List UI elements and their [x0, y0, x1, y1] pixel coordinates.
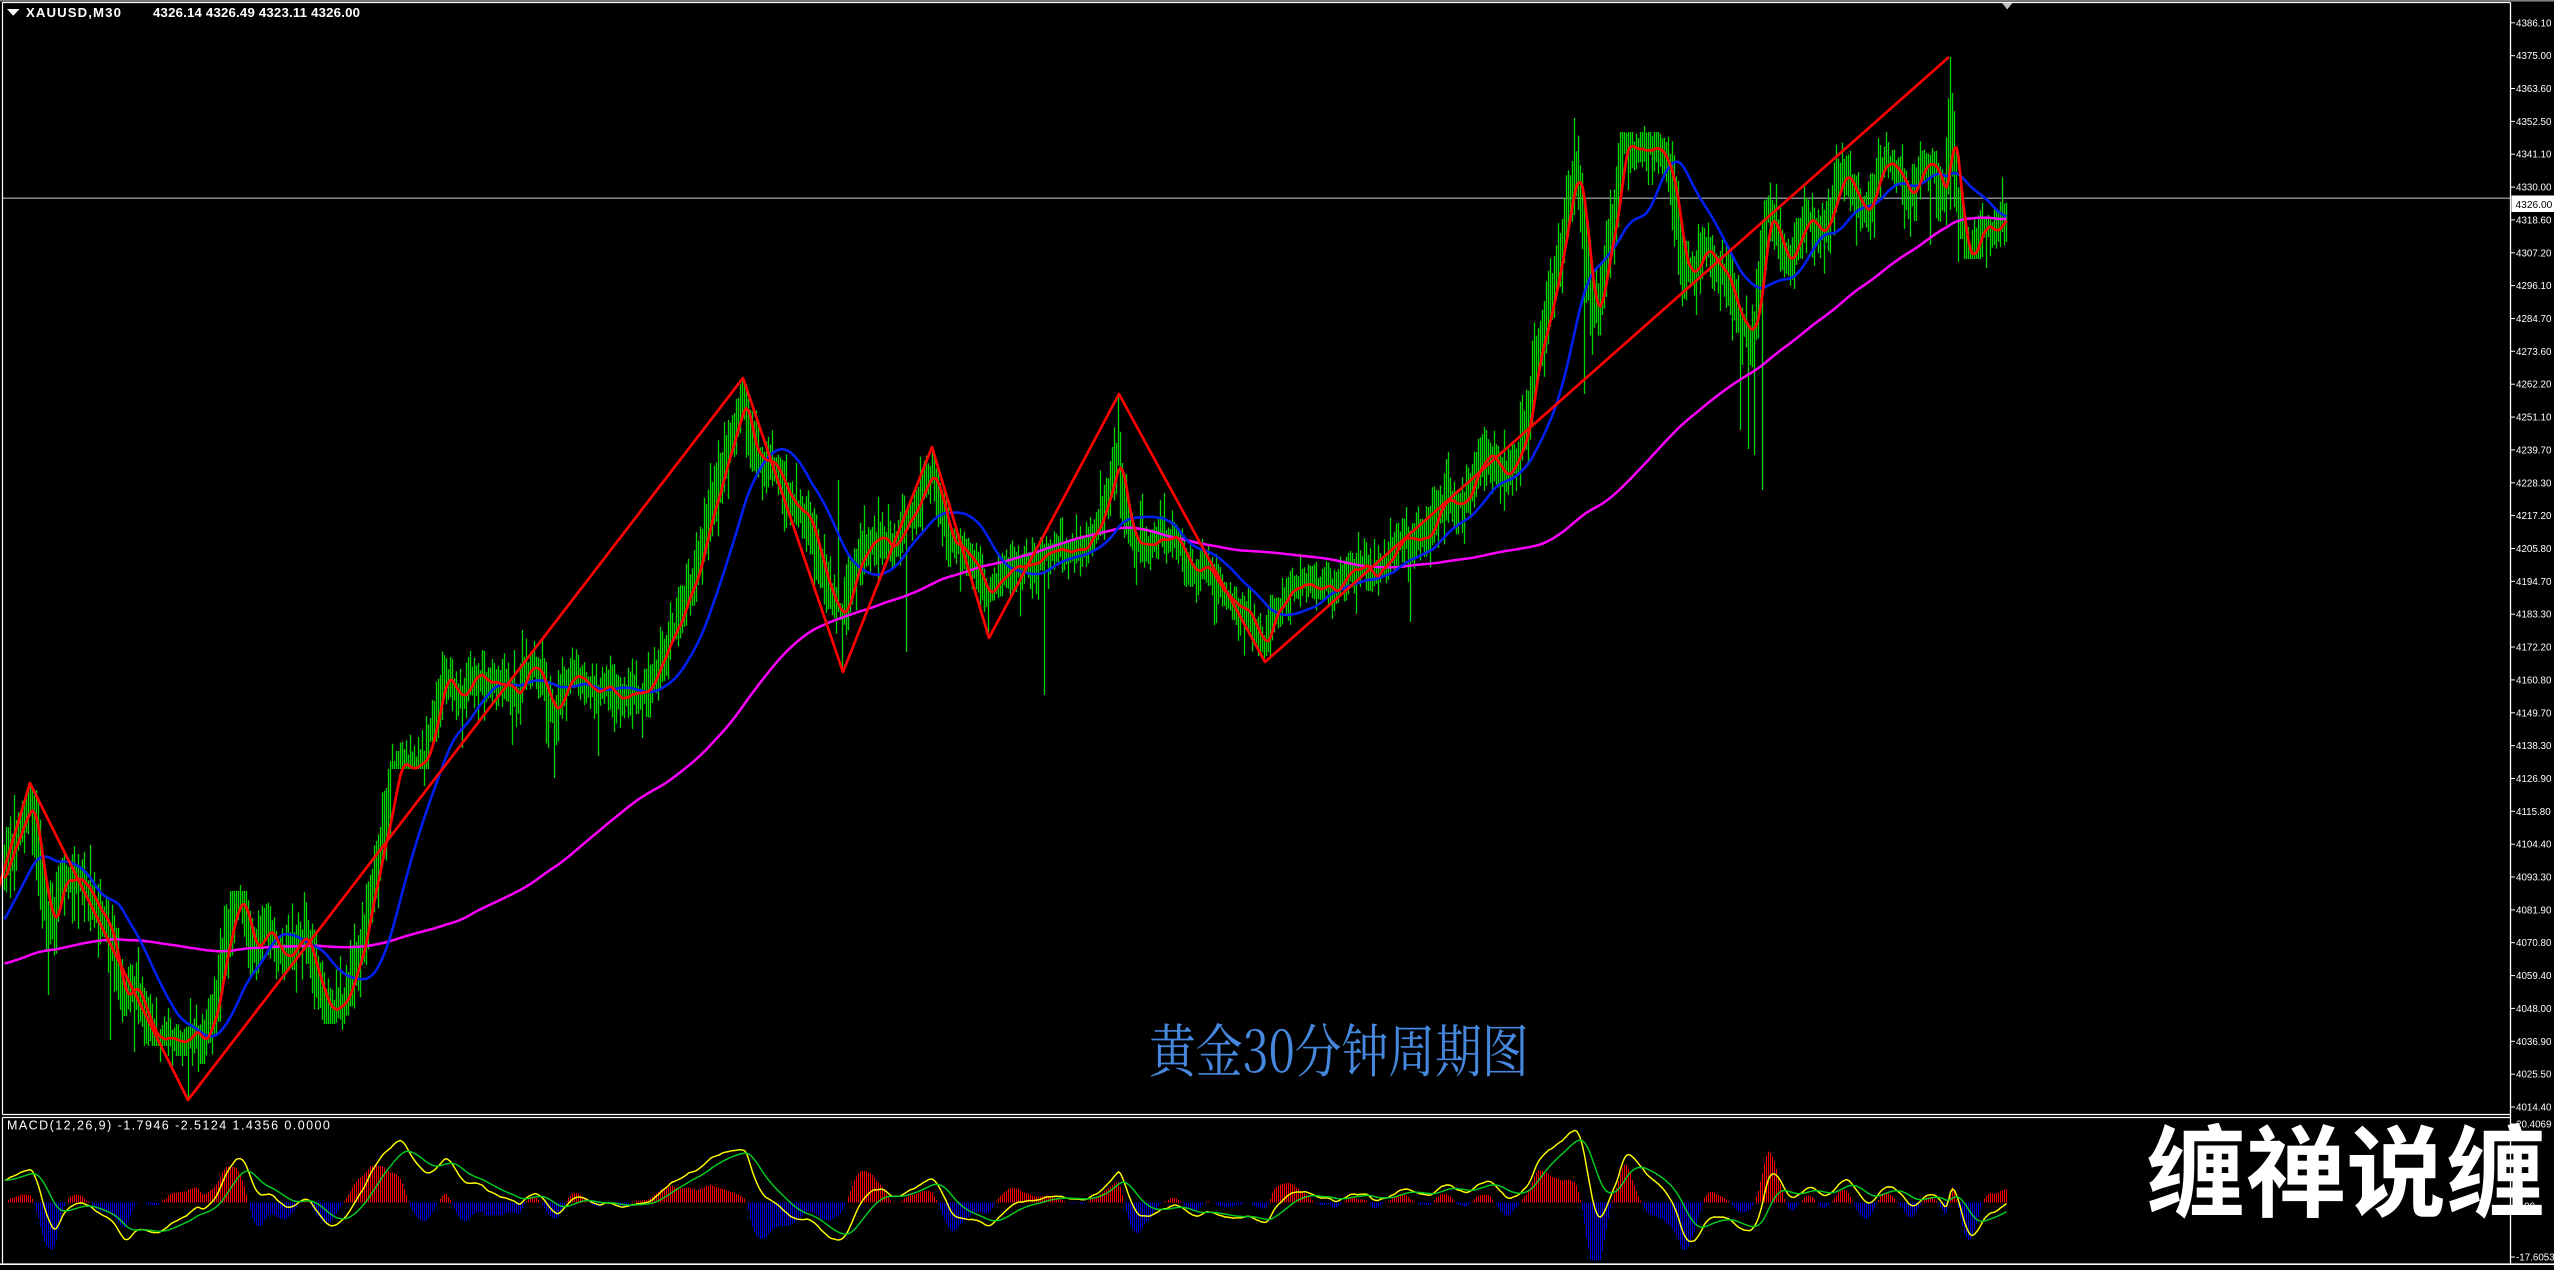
svg-text:4326.00: 4326.00	[2516, 200, 2553, 211]
svg-text:4217.20: 4217.20	[2516, 511, 2552, 522]
svg-text:4205.80: 4205.80	[2516, 544, 2552, 555]
svg-text:20.4069: 20.4069	[2516, 1120, 2551, 1131]
svg-text:4296.10: 4296.10	[2516, 281, 2552, 292]
svg-text:XAUUSD,M30: XAUUSD,M30	[26, 5, 122, 20]
svg-text:4363.60: 4363.60	[2516, 84, 2552, 95]
svg-text:4093.30: 4093.30	[2516, 873, 2552, 884]
svg-text:4115.80: 4115.80	[2516, 807, 2551, 818]
svg-text:4194.70: 4194.70	[2516, 577, 2552, 588]
svg-text:4149.70: 4149.70	[2516, 708, 2552, 719]
svg-text:4262.20: 4262.20	[2516, 380, 2552, 391]
svg-text:4070.80: 4070.80	[2516, 938, 2552, 949]
svg-text:4239.70: 4239.70	[2516, 445, 2552, 456]
svg-text:4386.10: 4386.10	[2516, 18, 2552, 29]
svg-text:4273.60: 4273.60	[2516, 347, 2552, 358]
svg-text:4284.70: 4284.70	[2516, 314, 2552, 325]
svg-text:4326.14 4326.49 4323.11 4326.0: 4326.14 4326.49 4323.11 4326.00	[153, 5, 360, 20]
svg-text:4251.10: 4251.10	[2516, 413, 2552, 424]
svg-text:4160.80: 4160.80	[2516, 675, 2552, 686]
svg-text:4228.30: 4228.30	[2516, 478, 2552, 489]
svg-text:4081.90: 4081.90	[2516, 905, 2552, 916]
svg-text:4126.90: 4126.90	[2516, 774, 2552, 785]
svg-text:4375.00: 4375.00	[2516, 51, 2552, 62]
svg-text:4036.90: 4036.90	[2516, 1037, 2552, 1048]
svg-text:MACD(12,26,9) -1.7946 -2.5124: MACD(12,26,9) -1.7946 -2.5124 1.4356 0.0…	[7, 1119, 331, 1133]
svg-text:4048.00: 4048.00	[2516, 1004, 2552, 1015]
svg-text:4138.30: 4138.30	[2516, 741, 2552, 752]
svg-text:4341.10: 4341.10	[2516, 150, 2552, 161]
svg-text:4352.50: 4352.50	[2516, 117, 2552, 128]
svg-text:4025.50: 4025.50	[2516, 1070, 2552, 1081]
svg-text:4307.20: 4307.20	[2516, 248, 2552, 259]
svg-text:4104.40: 4104.40	[2516, 840, 2552, 851]
svg-text:4183.30: 4183.30	[2516, 610, 2552, 621]
svg-text:4059.40: 4059.40	[2516, 971, 2552, 982]
svg-text:0.00: 0.00	[2516, 1201, 2536, 1212]
svg-text:-17.6053: -17.6053	[2516, 1253, 2554, 1264]
svg-text:4330.00: 4330.00	[2516, 183, 2552, 194]
svg-text:4014.40: 4014.40	[2516, 1103, 2552, 1114]
svg-text:4318.60: 4318.60	[2516, 215, 2552, 226]
svg-text:4172.20: 4172.20	[2516, 643, 2552, 654]
